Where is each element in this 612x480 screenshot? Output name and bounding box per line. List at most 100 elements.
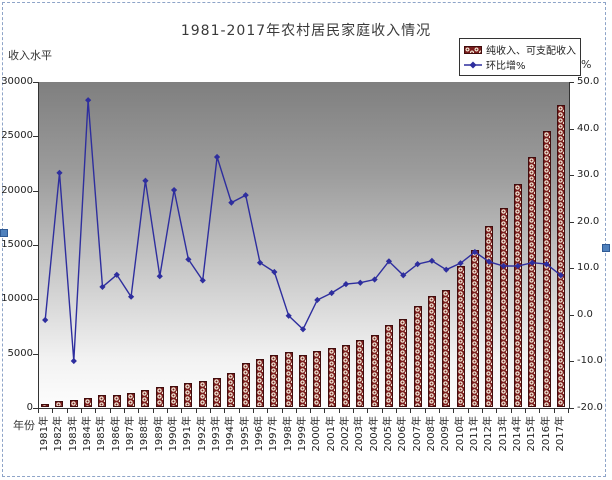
- bar-1985年[interactable]: [98, 395, 107, 407]
- x-axis-label: 2001年: [325, 416, 337, 452]
- left-axis-tick-label: 20000: [1, 184, 33, 196]
- tick-mark: [410, 408, 412, 413]
- bar-1994年[interactable]: [227, 373, 236, 407]
- legend[interactable]: 纯收入、可支配收入 环比增%: [459, 38, 581, 76]
- bar-1990年[interactable]: [170, 385, 179, 407]
- x-axis-label: 2000年: [311, 416, 323, 452]
- bar-2002年[interactable]: [341, 344, 350, 407]
- bar-1987年[interactable]: [127, 392, 136, 407]
- tick-mark: [109, 408, 111, 413]
- tick-mark: [33, 136, 38, 138]
- tick-mark: [95, 408, 97, 413]
- bar-2008年[interactable]: [427, 295, 436, 407]
- tick-mark: [396, 408, 398, 413]
- right-axis-tick-label: 30.0: [577, 169, 600, 181]
- tick-mark: [569, 128, 574, 130]
- x-axis-label: 1983年: [67, 416, 79, 452]
- bar-2011年[interactable]: [470, 249, 479, 407]
- legend-entry-bar[interactable]: 纯收入、可支配收入: [464, 42, 576, 57]
- x-axis-label: 1996年: [254, 416, 266, 452]
- tick-mark: [553, 408, 555, 413]
- x-axis-label: 2004年: [368, 416, 380, 452]
- x-axis-label: 1992年: [196, 416, 208, 452]
- x-axis-label: 1989年: [153, 416, 165, 452]
- right-axis-caption: %: [581, 58, 592, 71]
- selection-handle-right[interactable]: [602, 244, 610, 252]
- bar-1997年[interactable]: [270, 354, 279, 407]
- bar-2004年[interactable]: [370, 335, 379, 407]
- bar-1995年[interactable]: [241, 363, 250, 407]
- bar-2001年[interactable]: [327, 347, 336, 407]
- x-axis-label: 1987年: [125, 416, 137, 452]
- bar-2013年[interactable]: [499, 207, 508, 407]
- selection-handle-left[interactable]: [0, 229, 8, 237]
- bar-1982年[interactable]: [55, 401, 64, 407]
- x-axis-label: 1990年: [168, 416, 180, 452]
- x-axis-label: 1999年: [297, 416, 308, 452]
- bar-2015年[interactable]: [528, 157, 537, 407]
- x-axis-label: 2012年: [483, 416, 495, 452]
- bar-1992年[interactable]: [198, 381, 207, 407]
- x-axis-label: 1981年: [39, 416, 51, 452]
- tick-mark: [453, 408, 455, 413]
- bar-1993年[interactable]: [213, 378, 222, 407]
- tick-mark: [539, 408, 541, 413]
- x-axis-label: 1984年: [82, 416, 94, 452]
- bar-1986年[interactable]: [112, 394, 121, 407]
- left-axis-tick-label: 25000: [1, 130, 33, 142]
- x-axis-label: 2015年: [526, 416, 538, 452]
- tick-mark: [33, 299, 38, 301]
- bar-2003年[interactable]: [356, 339, 365, 407]
- x-axis-label: 1994年: [225, 416, 237, 452]
- bar-1981年[interactable]: [41, 403, 50, 407]
- bar-2000年[interactable]: [313, 351, 322, 407]
- tick-mark: [252, 408, 254, 413]
- x-axis-label: 1998年: [282, 416, 294, 452]
- tick-mark: [33, 190, 38, 192]
- tick-mark: [152, 408, 154, 413]
- bar-2014年[interactable]: [513, 184, 522, 407]
- tick-mark: [52, 408, 54, 413]
- bar-1996年[interactable]: [256, 359, 265, 407]
- legend-bar-label: 纯收入、可支配收入: [486, 46, 576, 57]
- tick-mark: [195, 408, 197, 413]
- x-axis-label: 1986年: [110, 416, 122, 452]
- bar-1988年[interactable]: [141, 389, 150, 407]
- bar-1984年[interactable]: [84, 398, 93, 407]
- bar-2006年[interactable]: [399, 318, 408, 407]
- right-axis-tick-label: 20.0: [577, 215, 600, 227]
- legend-entry-line[interactable]: 环比增%: [464, 57, 576, 72]
- bar-2010年[interactable]: [456, 265, 465, 407]
- x-axis-label: 2011年: [468, 416, 480, 452]
- tick-mark: [181, 408, 183, 413]
- bar-1991年[interactable]: [184, 382, 193, 407]
- right-axis-tick-label: 50.0: [577, 76, 600, 87]
- bar-2009年[interactable]: [442, 290, 451, 407]
- right-axis-tick-label: 0.0: [577, 308, 593, 320]
- bar-2005年[interactable]: [384, 324, 393, 407]
- tick-mark: [80, 408, 82, 413]
- x-axis-label: 2007年: [411, 416, 423, 452]
- bar-2017年[interactable]: [556, 104, 565, 407]
- bar-1983年[interactable]: [69, 400, 78, 407]
- right-axis-tick-label: 40.0: [577, 122, 600, 134]
- bar-1989年[interactable]: [155, 386, 164, 407]
- tick-mark: [295, 408, 297, 413]
- bar-2012年[interactable]: [485, 226, 494, 407]
- line-marker-swatch-icon: [464, 61, 482, 68]
- bar-2016年[interactable]: [542, 130, 551, 407]
- left-axis-tick-label: 30000: [1, 76, 33, 87]
- left-axis-tick-label: 0: [26, 402, 33, 413]
- tick-mark: [338, 408, 340, 413]
- tick-mark: [33, 82, 38, 83]
- tick-mark: [33, 245, 38, 246]
- tick-mark: [381, 408, 383, 413]
- chart-title: 1981-2017年农村居民家庭收入情况: [180, 23, 432, 39]
- bar-1999年[interactable]: [299, 355, 307, 407]
- tick-mark: [33, 408, 38, 409]
- bar-2007年[interactable]: [413, 305, 422, 407]
- x-axis-label: 2016年: [540, 416, 552, 452]
- bar-1998年[interactable]: [284, 352, 293, 407]
- tick-mark: [38, 408, 39, 413]
- tick-mark: [569, 408, 574, 409]
